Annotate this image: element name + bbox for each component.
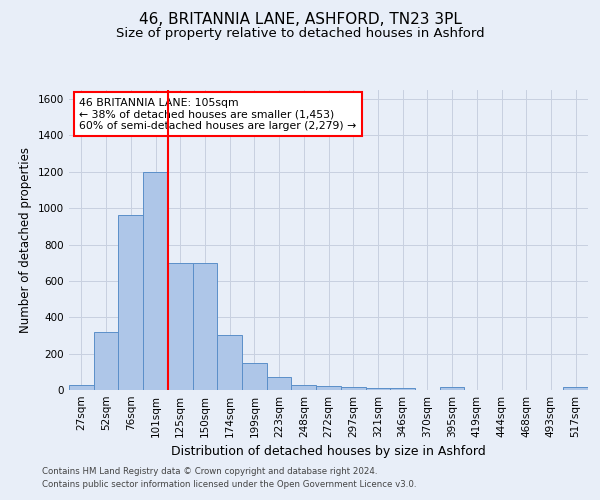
Bar	[143, 172, 168, 390]
Text: Contains public sector information licensed under the Open Government Licence v3: Contains public sector information licen…	[42, 480, 416, 489]
Bar	[292, 384, 316, 390]
Text: Contains HM Land Registry data © Crown copyright and database right 2024.: Contains HM Land Registry data © Crown c…	[42, 467, 377, 476]
Bar	[440, 388, 464, 390]
Bar	[242, 362, 267, 390]
Bar	[316, 386, 341, 390]
Bar	[365, 388, 390, 390]
X-axis label: Distribution of detached houses by size in Ashford: Distribution of detached houses by size …	[171, 446, 486, 458]
Text: Size of property relative to detached houses in Ashford: Size of property relative to detached ho…	[116, 28, 484, 40]
Bar	[118, 216, 143, 390]
Bar	[69, 384, 94, 390]
Bar	[168, 262, 193, 390]
Bar	[217, 336, 242, 390]
Bar	[94, 332, 118, 390]
Bar	[563, 388, 588, 390]
Bar	[341, 388, 365, 390]
Text: 46 BRITANNIA LANE: 105sqm
← 38% of detached houses are smaller (1,453)
60% of se: 46 BRITANNIA LANE: 105sqm ← 38% of detac…	[79, 98, 356, 130]
Text: 46, BRITANNIA LANE, ASHFORD, TN23 3PL: 46, BRITANNIA LANE, ASHFORD, TN23 3PL	[139, 12, 461, 28]
Y-axis label: Number of detached properties: Number of detached properties	[19, 147, 32, 333]
Bar	[390, 388, 415, 390]
Bar	[267, 378, 292, 390]
Bar	[193, 262, 217, 390]
